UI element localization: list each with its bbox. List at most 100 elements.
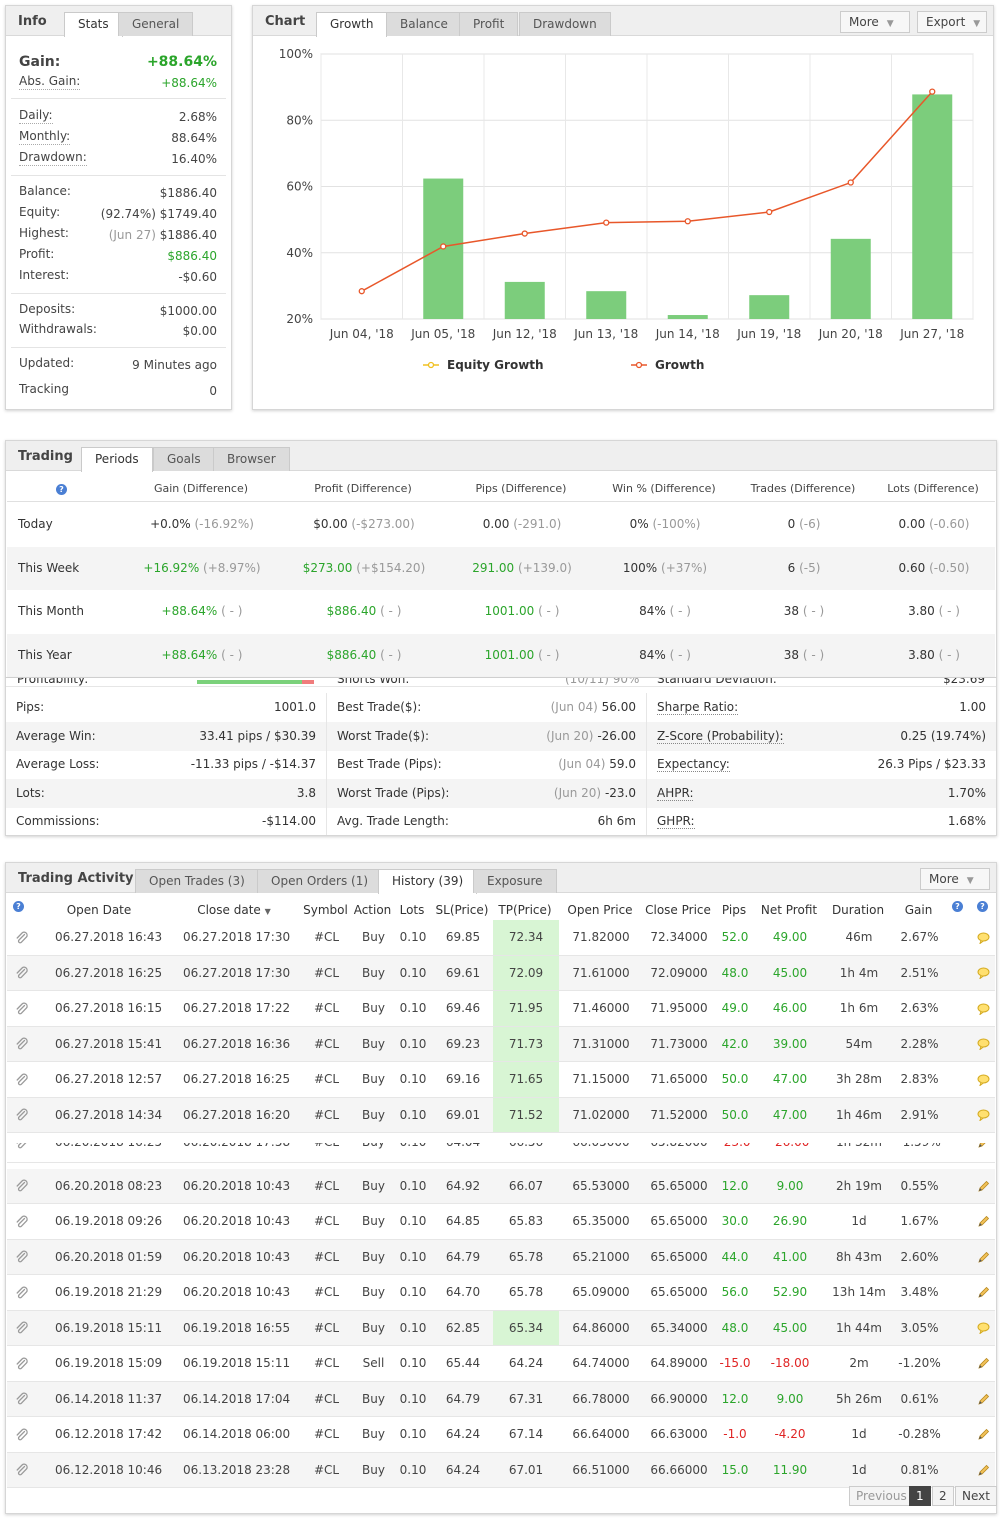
- comment-bubble-icon[interactable]: [973, 1027, 993, 1062]
- tab-profit[interactable]: Profit: [459, 12, 519, 36]
- col-header-gain[interactable]: Gain: [904, 903, 933, 917]
- activity-more-button[interactable]: More ▼: [920, 868, 990, 890]
- paperclip-icon[interactable]: [13, 956, 31, 991]
- col-header-win: Win % (Difference): [612, 482, 716, 495]
- table-row[interactable]: 06.14.2018 11:37 06.14.2018 17:04 #CL Buy 0.…: [7, 1381, 995, 1417]
- tab-exposure[interactable]: Exposure: [473, 869, 557, 893]
- tab-general[interactable]: General: [118, 12, 194, 36]
- col-header-duration[interactable]: Duration: [831, 903, 885, 917]
- stat-value: (Jun 20) -23.0: [554, 779, 636, 808]
- paperclip-icon[interactable]: [13, 1275, 31, 1310]
- tab-open-orders[interactable]: Open Orders (1): [257, 869, 383, 893]
- comment-bubble-icon[interactable]: [973, 1062, 993, 1097]
- pencil-icon[interactable]: [973, 1143, 993, 1160]
- activity-tabbar: Trading Activity Open Trades (3) Open Or…: [6, 863, 996, 894]
- comment-bubble-icon[interactable]: [973, 1311, 993, 1346]
- paperclip-icon[interactable]: [13, 1027, 31, 1062]
- col-header-symbol[interactable]: Symbol: [303, 903, 348, 917]
- pencil-icon[interactable]: [973, 1204, 993, 1239]
- tab-drawdown[interactable]: Drawdown: [519, 12, 611, 36]
- pagination-next[interactable]: Next: [955, 1486, 997, 1506]
- cell-act: Buy: [362, 1036, 385, 1051]
- table-row[interactable]: 06.27.2018 16:25 06.27.2018 17:30 #CL Buy 0.…: [7, 955, 995, 991]
- cell-open: 06.20.2018 16:25: [55, 1143, 162, 1160]
- stat-value-text: 1.68%: [947, 814, 986, 829]
- cell-op: 64.86000: [572, 1320, 630, 1335]
- comment-bubble-icon[interactable]: [973, 991, 993, 1026]
- col-header-open-price[interactable]: Open Price: [567, 903, 633, 917]
- paperclip-icon[interactable]: [13, 1240, 31, 1275]
- paperclip-icon[interactable]: [13, 1311, 31, 1346]
- paperclip-icon[interactable]: [13, 1062, 31, 1097]
- pencil-icon[interactable]: [973, 1169, 993, 1204]
- col-header-close-price[interactable]: Close Price: [645, 903, 711, 917]
- stat-value-text: 1.70%: [947, 785, 986, 800]
- col-header-lots[interactable]: Lots: [399, 903, 425, 917]
- tab-growth[interactable]: Growth: [316, 12, 388, 37]
- stat-value-text: 6h 6m: [597, 814, 636, 829]
- cell-pips: 30.0: [721, 1214, 749, 1228]
- col-header-pips[interactable]: Pips: [721, 903, 747, 917]
- help-icon[interactable]: ?: [56, 484, 67, 495]
- paperclip-icon[interactable]: [13, 1098, 31, 1133]
- pencil-icon[interactable]: [973, 1453, 993, 1488]
- cell-lots: 0.10: [399, 1356, 427, 1370]
- tab-balance[interactable]: Balance: [386, 12, 462, 36]
- help-icon[interactable]: ?: [952, 901, 963, 912]
- table-row[interactable]: 06.27.2018 12:57 06.27.2018 16:25 #CL Buy 0.…: [7, 1062, 995, 1098]
- pencil-icon[interactable]: [973, 1240, 993, 1275]
- table-row[interactable]: 06.19.2018 09:26 06.20.2018 10:43 #CL Buy 0.…: [7, 1204, 995, 1240]
- pencil-icon[interactable]: [973, 1417, 993, 1452]
- paperclip-icon[interactable]: [13, 1382, 31, 1417]
- table-row[interactable]: 06.19.2018 15:11 06.19.2018 16:55 #CL Buy 0.…: [7, 1310, 995, 1346]
- table-row[interactable]: 06.27.2018 16:43 06.27.2018 17:30 #CL Buy 0.…: [7, 920, 995, 956]
- col-header-tp[interactable]: TP(Price): [498, 903, 552, 917]
- tab-stats[interactable]: Stats: [64, 12, 123, 37]
- more-button[interactable]: More ▼: [840, 11, 910, 33]
- pagination-page-2[interactable]: 2: [932, 1486, 954, 1506]
- table-row[interactable]: 06.20.2018 16:25 06.20.2018 17:58 #CLBuy0.…: [7, 1143, 995, 1163]
- col-header-net-profit[interactable]: Net Profit: [760, 903, 818, 917]
- pencil-icon[interactable]: [973, 1275, 993, 1310]
- table-row[interactable]: 06.19.2018 15:09 06.19.2018 15:11 #CL Sell 0…: [7, 1346, 995, 1382]
- col-header-open-date[interactable]: Open Date: [66, 903, 132, 917]
- col-header-action[interactable]: Action: [353, 903, 392, 917]
- comment-bubble-icon[interactable]: [973, 956, 993, 991]
- table-row[interactable]: 06.12.2018 10:46 06.13.2018 23:28 #CL Buy 0.…: [7, 1452, 995, 1488]
- cell-sym: #CL: [313, 1249, 340, 1264]
- pencil-icon[interactable]: [973, 1346, 993, 1381]
- col-header-close-date[interactable]: Close date ▼: [184, 903, 284, 917]
- table-row[interactable]: 06.20.2018 08:23 06.20.2018 10:43 #CL Buy 0.…: [7, 1168, 995, 1204]
- paperclip-icon[interactable]: [13, 1143, 31, 1160]
- table-row[interactable]: 06.27.2018 15:41 06.27.2018 16:36 #CL Buy 0.…: [7, 1026, 995, 1062]
- table-row[interactable]: 06.27.2018 14:34 06.27.2018 16:20 #CL Buy 0.…: [7, 1097, 995, 1133]
- help-icon[interactable]: ?: [13, 901, 24, 912]
- paperclip-icon[interactable]: [13, 1169, 31, 1204]
- table-row[interactable]: 06.12.2018 17:42 06.14.2018 06:00 #CL Buy 0.…: [7, 1417, 995, 1453]
- export-button[interactable]: Export ▼: [917, 11, 987, 33]
- stat-row: Best Trade($): (Jun 04) 56.00: [326, 693, 646, 722]
- paperclip-icon[interactable]: [13, 1346, 31, 1381]
- col-header-sl[interactable]: SL(Price): [435, 903, 489, 917]
- pagination-previous[interactable]: Previous: [849, 1486, 914, 1506]
- paperclip-icon[interactable]: [13, 1204, 31, 1239]
- help-icon[interactable]: ?: [977, 901, 988, 912]
- table-row[interactable]: 06.20.2018 01:59 06.20.2018 10:43 #CL Buy 0.…: [7, 1239, 995, 1275]
- tab-browser[interactable]: Browser: [213, 447, 290, 471]
- tab-history[interactable]: History (39): [378, 869, 478, 894]
- pencil-icon[interactable]: [973, 1382, 993, 1417]
- pagination-page-1[interactable]: 1: [909, 1486, 931, 1506]
- comment-bubble-icon[interactable]: [973, 1098, 993, 1133]
- cell-np: 39.00: [772, 1036, 808, 1051]
- table-row[interactable]: 06.19.2018 21:29 06.20.2018 10:43 #CL Buy 0.…: [7, 1275, 995, 1311]
- tab-periods[interactable]: Periods: [81, 447, 153, 472]
- paperclip-icon[interactable]: [13, 920, 31, 955]
- tab-goals[interactable]: Goals: [153, 447, 215, 471]
- profitability-label: Profitability:: [17, 678, 89, 686]
- tab-open-trades[interactable]: Open Trades (3): [135, 869, 259, 893]
- paperclip-icon[interactable]: [13, 1453, 31, 1488]
- paperclip-icon[interactable]: [13, 1417, 31, 1452]
- paperclip-icon[interactable]: [13, 991, 31, 1026]
- comment-bubble-icon[interactable]: [973, 920, 993, 955]
- table-row[interactable]: 06.27.2018 16:15 06.27.2018 17:22 #CL Buy 0.…: [7, 991, 995, 1027]
